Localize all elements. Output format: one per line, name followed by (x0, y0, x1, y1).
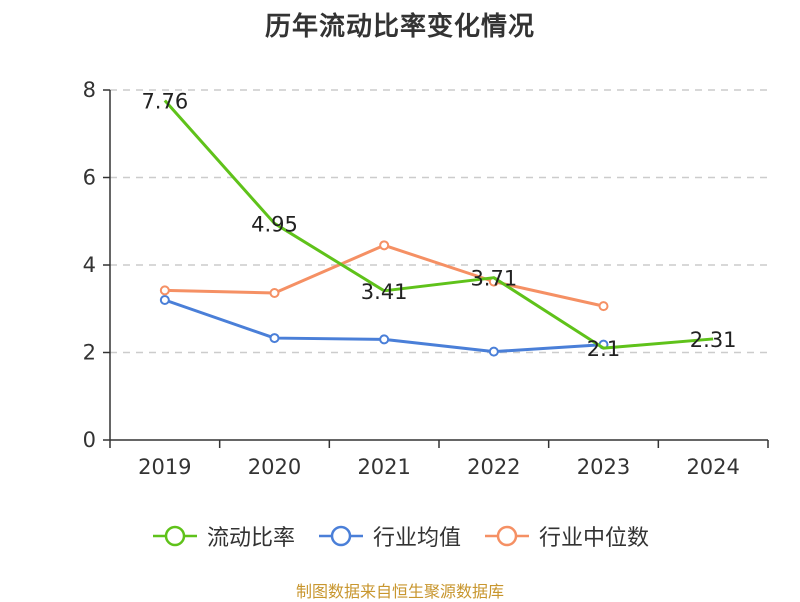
x-tick-label: 2019 (138, 455, 191, 479)
legend-label-industry-median: 行业中位数 (539, 526, 650, 551)
legend-marker-current-ratio (152, 525, 197, 547)
data-source-note: 制图数据来自恒生聚源数据库 (295, 582, 504, 601)
y-tick-label: 8 (83, 78, 96, 102)
legend-item-industry-median[interactable]: 行业中位数 (483, 520, 649, 552)
series-point-1 (379, 334, 390, 345)
series-point-1 (269, 333, 280, 344)
legend-label-industry-mean: 行业均值 (372, 526, 461, 551)
x-tick-label: 2021 (357, 455, 410, 479)
data-label: 3.71 (470, 267, 517, 291)
legend-marker-industry-median (485, 525, 529, 547)
legend-marker-industry-mean (318, 525, 363, 547)
series-point-2 (379, 240, 390, 251)
x-tick-label: 2022 (467, 455, 520, 479)
x-tick-label: 2020 (248, 455, 301, 479)
y-tick-label: 4 (83, 253, 96, 277)
legend: 流动比率 行业均值 行业中位数 (0, 520, 800, 552)
data-label: 4.95 (251, 212, 298, 236)
y-tick-label: 2 (83, 341, 96, 365)
y-tick-label: 0 (83, 428, 96, 452)
data-label: 2.31 (690, 328, 737, 352)
series-point-1 (488, 346, 499, 357)
series-point-2 (598, 301, 609, 312)
legend-label-current-ratio: 流动比率 (206, 526, 295, 551)
legend-item-current-ratio[interactable]: 流动比率 (151, 520, 295, 552)
data-label: 3.41 (361, 280, 408, 304)
data-label: 2.1 (587, 337, 620, 361)
data-label: 7.76 (141, 90, 188, 114)
series-point-2 (159, 285, 170, 296)
series-point-2 (269, 288, 280, 298)
chart-title: 历年流动比率变化情况 (264, 12, 535, 42)
x-tick-label: 2023 (577, 455, 630, 479)
legend-item-industry-mean[interactable]: 行业均值 (317, 520, 461, 552)
series-point-1 (159, 295, 170, 305)
series-line-0 (163, 99, 714, 350)
x-tick-label: 2024 (686, 455, 739, 479)
y-tick-label: 6 (83, 166, 96, 190)
